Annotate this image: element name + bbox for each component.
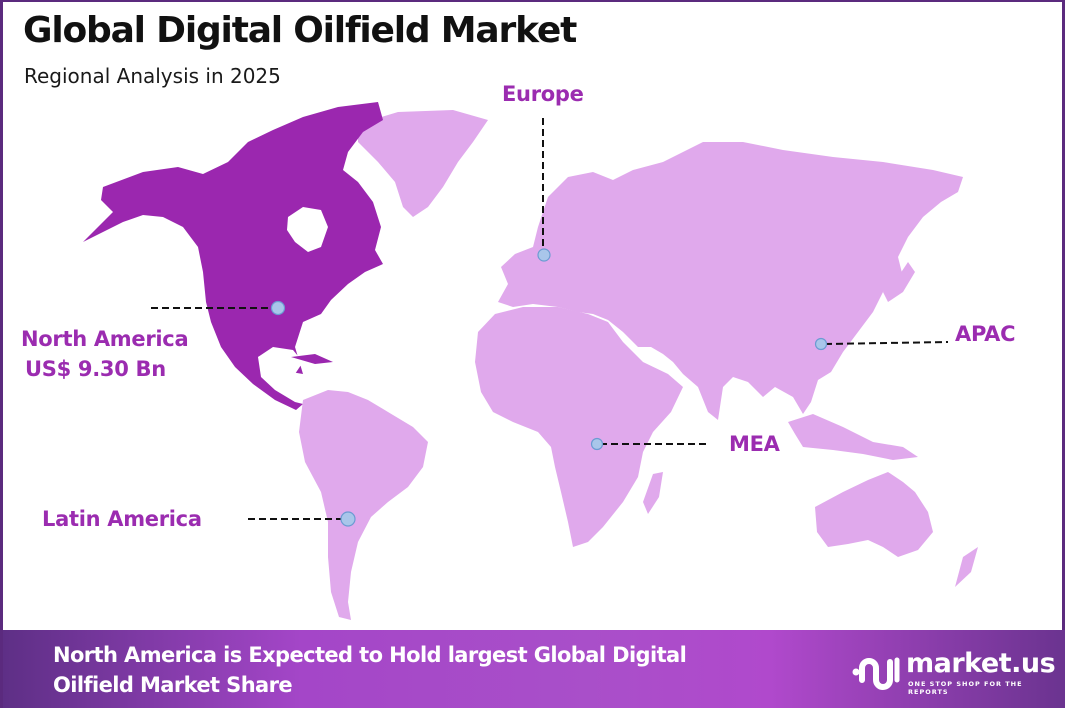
southeast-asia-islands-shape bbox=[788, 414, 918, 460]
apac-marker[interactable] bbox=[814, 337, 828, 351]
banner-line-1: North America is Expected to Hold larges… bbox=[53, 643, 687, 667]
footer-banner: North America is Expected to Hold larges… bbox=[3, 630, 1065, 708]
banner-headline: North America is Expected to Hold larges… bbox=[53, 640, 813, 700]
japan-shape bbox=[883, 262, 915, 302]
europe-marker[interactable] bbox=[537, 248, 551, 262]
eurasia-shape bbox=[498, 142, 963, 420]
apac-leader-line bbox=[824, 341, 949, 345]
hudson-bay-water bbox=[287, 207, 328, 252]
mea-label: MEA bbox=[729, 432, 780, 456]
madagascar-shape bbox=[643, 472, 663, 514]
latin-america-marker[interactable] bbox=[340, 511, 356, 527]
latin-america-label: Latin America bbox=[42, 507, 202, 531]
greenland-shape bbox=[358, 110, 488, 217]
africa-shape bbox=[475, 307, 683, 547]
south-america-shape bbox=[299, 390, 428, 620]
mea-marker[interactable] bbox=[590, 437, 604, 451]
world-map bbox=[83, 102, 978, 620]
market-us-logo[interactable]: market.us ONE STOP SHOP FOR THE REPORTS bbox=[851, 648, 1061, 696]
north-america-marker[interactable] bbox=[270, 300, 286, 316]
logo-name: market.us bbox=[906, 648, 1056, 679]
gulf-of-mexico-water bbox=[258, 347, 303, 374]
page-title: Global Digital Oilfield Market bbox=[23, 10, 577, 51]
australia-shape bbox=[815, 472, 933, 557]
north-america-shape bbox=[83, 102, 383, 410]
north-america-label: North America bbox=[21, 327, 189, 351]
market-us-logo-icon bbox=[852, 657, 900, 690]
new-zealand-shape bbox=[955, 547, 978, 587]
caribbean-islands-shape bbox=[291, 354, 333, 364]
europe-label: Europe bbox=[502, 82, 584, 106]
apac-label: APAC bbox=[955, 322, 1016, 346]
page-subtitle: Regional Analysis in 2025 bbox=[24, 64, 281, 88]
north-america-value: US$ 9.30 Bn bbox=[25, 357, 166, 381]
banner-line-2: Oilfield Market Share bbox=[53, 673, 293, 697]
logo-tagline: ONE STOP SHOP FOR THE REPORTS bbox=[908, 680, 1023, 696]
